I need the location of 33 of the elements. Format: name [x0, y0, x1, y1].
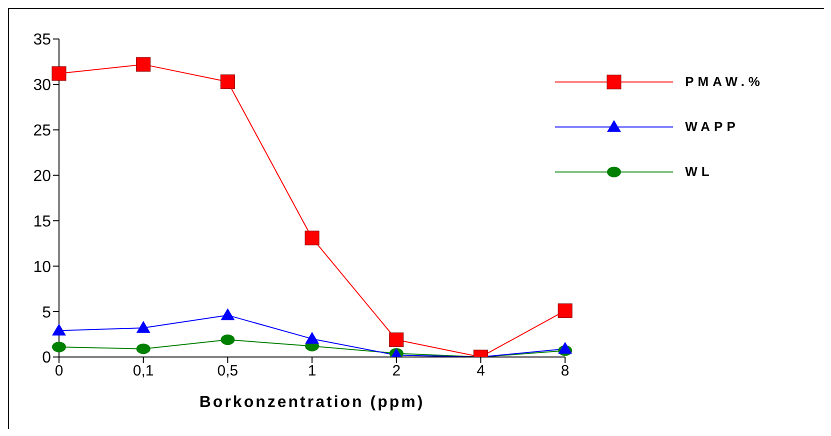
x-tick-label: 2	[392, 362, 401, 380]
point	[558, 342, 572, 354]
y-tick-label: 35	[33, 32, 52, 49]
x-tick-label: 0	[54, 362, 64, 380]
text: WL	[685, 164, 714, 179]
y-tick-label: 0	[42, 350, 52, 367]
text: WAPP	[685, 119, 740, 134]
point	[220, 308, 235, 320]
point	[136, 57, 151, 72]
y-tick-label: 25	[33, 122, 52, 140]
point	[52, 66, 66, 81]
x-tick-label: 1	[308, 362, 316, 380]
x-tick-label: 4	[476, 362, 485, 380]
x-tick-label: 8	[560, 362, 570, 380]
point	[220, 334, 235, 345]
x-tick-label: 0,1	[132, 362, 154, 380]
x-axis-title: Borkonzentration (ppm)	[199, 394, 425, 411]
point	[52, 324, 66, 336]
point	[389, 332, 404, 347]
x-tick-label: 0,5	[217, 362, 238, 380]
point	[52, 342, 66, 352]
point	[304, 230, 320, 246]
point	[305, 332, 320, 344]
y-tick-label: 5	[42, 304, 52, 322]
y-tick-label: 10	[33, 258, 52, 276]
y-tick-label: 30	[33, 77, 52, 94]
point	[220, 74, 235, 89]
y-tick-label: 20	[33, 168, 52, 185]
text: PMAW.%	[685, 74, 764, 89]
y-tick-label: 15	[33, 213, 52, 230]
point	[558, 303, 572, 318]
point	[136, 320, 150, 333]
point	[136, 344, 150, 354]
